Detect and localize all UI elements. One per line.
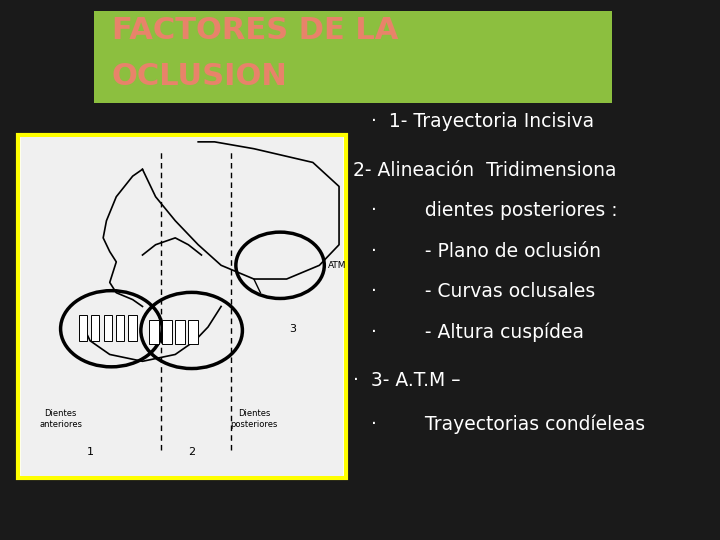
Text: 3: 3 (289, 324, 297, 334)
FancyBboxPatch shape (18, 135, 346, 478)
FancyBboxPatch shape (175, 320, 185, 344)
Text: Dientes
anteriores: Dientes anteriores (39, 409, 82, 429)
Text: ·  3- A.T.M –: · 3- A.T.M – (353, 371, 460, 390)
Text: ·        - Altura cuspídea: · - Altura cuspídea (371, 322, 584, 342)
Text: ·        dientes posteriores :: · dientes posteriores : (371, 201, 618, 220)
FancyBboxPatch shape (94, 11, 612, 103)
Text: FACTORES DE LA: FACTORES DE LA (112, 17, 398, 45)
FancyBboxPatch shape (21, 137, 343, 476)
Text: 2- Alineación  Tridimensiona: 2- Alineación Tridimensiona (353, 160, 616, 180)
Text: OCLUSION: OCLUSION (112, 63, 287, 91)
Text: ·        Trayectorias condíeleas: · Trayectorias condíeleas (371, 414, 645, 434)
Text: ·  1- Trayectoria Incisiva: · 1- Trayectoria Incisiva (371, 112, 594, 131)
Text: 2: 2 (188, 447, 195, 457)
FancyBboxPatch shape (91, 315, 99, 341)
Text: ·        - Plano de oclusión: · - Plano de oclusión (371, 241, 600, 261)
Text: ·        - Curvas oclusales: · - Curvas oclusales (371, 282, 595, 301)
FancyBboxPatch shape (189, 320, 198, 344)
FancyBboxPatch shape (116, 315, 124, 341)
Text: Dientes
posteriores: Dientes posteriores (230, 409, 277, 429)
Text: 1: 1 (86, 447, 94, 457)
FancyBboxPatch shape (162, 320, 172, 344)
FancyBboxPatch shape (128, 315, 137, 341)
FancyBboxPatch shape (149, 320, 159, 344)
FancyBboxPatch shape (104, 315, 112, 341)
FancyBboxPatch shape (78, 315, 87, 341)
Text: ATM: ATM (328, 261, 346, 270)
